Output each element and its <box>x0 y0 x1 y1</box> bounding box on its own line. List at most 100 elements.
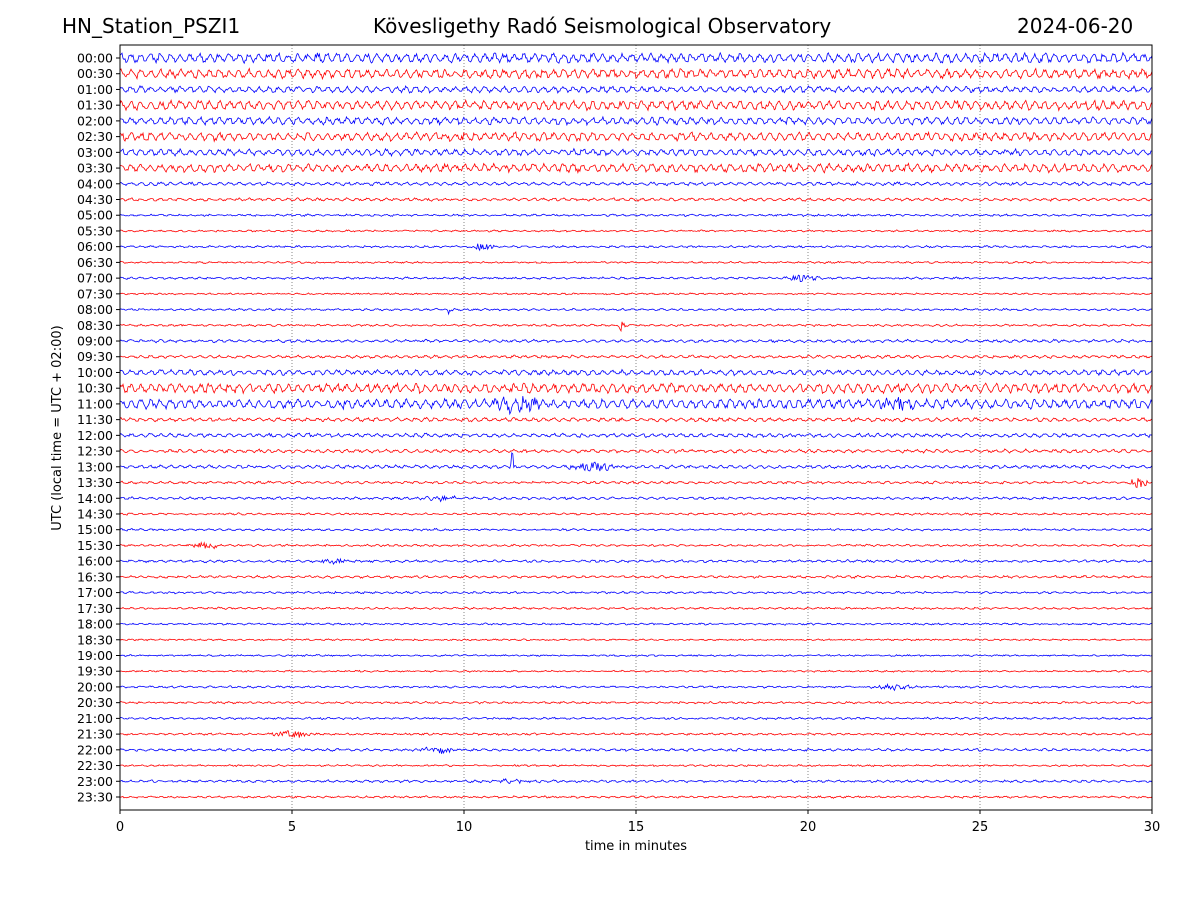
y-tick-label: 08:30 <box>77 318 113 333</box>
trace-1100 <box>119 396 1153 416</box>
y-tick-label: 00:30 <box>77 66 113 81</box>
y-tick-label: 18:30 <box>77 632 113 647</box>
y-tick-label: 19:00 <box>77 648 113 663</box>
y-tick-label: 22:00 <box>77 742 113 757</box>
y-tick-label: 13:00 <box>77 459 113 474</box>
x-tick-label: 25 <box>972 820 989 835</box>
trace-0900 <box>119 338 1153 344</box>
trace-0030 <box>119 67 1153 81</box>
y-tick-label: 01:00 <box>77 82 113 97</box>
y-tick-label: 21:00 <box>77 711 113 726</box>
station-name: HN_Station_PSZI1 <box>62 14 241 38</box>
y-tick-label: 21:30 <box>77 727 113 742</box>
trace-2300 <box>119 777 1153 785</box>
trace-1500 <box>119 527 1153 532</box>
x-tick-label: 5 <box>288 820 296 835</box>
y-tick-label: 16:00 <box>77 554 113 569</box>
y-tick-label: 09:00 <box>77 334 113 349</box>
trace-1530 <box>119 541 1153 550</box>
trace-0700 <box>119 274 1153 282</box>
trace-1600 <box>119 557 1153 566</box>
trace-0100 <box>119 84 1153 94</box>
y-tick-label: 12:30 <box>77 444 113 459</box>
trace-2230 <box>119 763 1153 768</box>
y-tick-label: 10:30 <box>77 381 113 396</box>
y-tick-label: 13:30 <box>77 475 113 490</box>
y-tick-label: 04:00 <box>77 176 113 191</box>
trace-0300 <box>119 147 1153 158</box>
trace-1700 <box>119 590 1153 595</box>
y-tick-label: 11:00 <box>77 396 113 411</box>
trace-1830 <box>119 638 1153 642</box>
trace-2200 <box>119 746 1153 755</box>
y-tick-label: 02:00 <box>77 113 113 128</box>
x-tick-label: 15 <box>628 820 645 835</box>
y-tick-label: 14:30 <box>77 506 113 521</box>
y-tick-label: 20:30 <box>77 695 113 710</box>
trace-0500 <box>119 213 1153 218</box>
trace-0330 <box>119 162 1153 175</box>
y-tick-label: 02:30 <box>77 129 113 144</box>
y-tick-label: 23:00 <box>77 774 113 789</box>
trace-1400 <box>119 494 1153 503</box>
trace-1130 <box>119 416 1153 423</box>
trace-1300 <box>119 452 1153 472</box>
trace-1030 <box>119 381 1153 395</box>
x-tick-label: 10 <box>456 820 473 835</box>
trace-1630 <box>119 574 1153 580</box>
y-tick-label: 15:30 <box>77 538 113 553</box>
y-tick-label: 04:30 <box>77 192 113 207</box>
trace-1230 <box>119 448 1153 454</box>
traces <box>119 51 1153 799</box>
y-ticks: 00:0000:3001:0001:3002:0002:3003:0003:30… <box>77 51 120 805</box>
trace-2130 <box>119 730 1153 738</box>
y-tick-label: 01:30 <box>77 98 113 113</box>
x-ticks: 0 5 10 15 20 25 30 <box>116 810 1160 835</box>
trace-1200 <box>119 432 1153 439</box>
y-tick-label: 14:00 <box>77 491 113 506</box>
y-tick-label: 05:30 <box>77 223 113 238</box>
y-tick-label: 16:30 <box>77 569 113 584</box>
trace-0530 <box>119 229 1152 233</box>
trace-2100 <box>119 716 1153 721</box>
trace-1730 <box>120 606 1153 611</box>
chart-title: Kövesligethy Radó Seismological Observat… <box>373 14 832 38</box>
y-tick-label: 09:30 <box>77 349 113 364</box>
trace-0830 <box>120 321 1153 333</box>
x-tick-label: 20 <box>800 820 817 835</box>
y-tick-label: 07:00 <box>77 271 113 286</box>
trace-1430 <box>119 512 1153 516</box>
y-tick-label: 03:30 <box>77 161 113 176</box>
y-tick-label: 11:30 <box>77 412 113 427</box>
trace-0800 <box>119 307 1153 316</box>
trace-0400 <box>119 180 1152 187</box>
y-tick-label: 18:00 <box>77 617 113 632</box>
trace-0600 <box>119 243 1153 252</box>
x-tick-label: 30 <box>1144 820 1161 835</box>
y-tick-label: 12:00 <box>77 428 113 443</box>
date-label: 2024-06-20 <box>1017 14 1134 38</box>
trace-2330 <box>119 795 1153 799</box>
y-tick-label: 17:30 <box>77 601 113 616</box>
trace-2030 <box>119 700 1153 705</box>
x-tick-label: 0 <box>116 820 124 835</box>
y-tick-label: 22:30 <box>77 758 113 773</box>
y-tick-label: 07:30 <box>77 286 113 301</box>
trace-2000 <box>119 682 1153 692</box>
trace-0200 <box>119 115 1153 127</box>
trace-1900 <box>119 653 1153 657</box>
trace-1930 <box>119 669 1153 673</box>
y-tick-label: 10:00 <box>77 365 113 380</box>
trace-0930 <box>119 354 1153 360</box>
x-axis-label: time in minutes <box>585 839 687 854</box>
y-tick-label: 06:00 <box>77 239 113 254</box>
trace-0230 <box>119 130 1153 143</box>
trace-1800 <box>119 622 1153 626</box>
y-tick-label: 20:00 <box>77 679 113 694</box>
trace-0130 <box>119 98 1153 112</box>
y-tick-label: 17:00 <box>77 585 113 600</box>
trace-0730 <box>119 292 1153 296</box>
y-tick-label: 05:00 <box>77 208 113 223</box>
trace-1330 <box>119 478 1153 489</box>
